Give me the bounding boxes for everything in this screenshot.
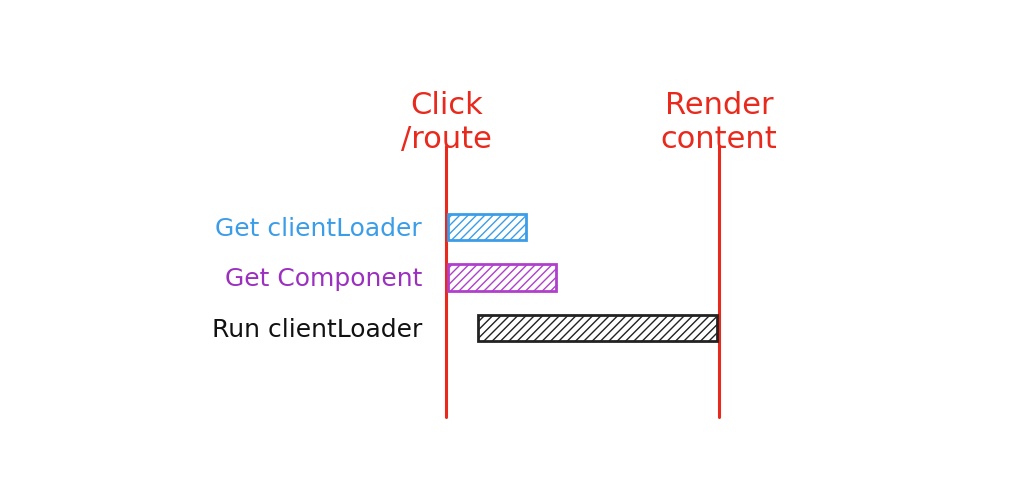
Bar xyxy=(478,315,717,341)
Bar xyxy=(448,214,526,240)
Bar xyxy=(448,265,556,291)
Text: Get clientLoader: Get clientLoader xyxy=(215,217,422,241)
Text: Render
content: Render content xyxy=(660,91,777,153)
Text: Run clientLoader: Run clientLoader xyxy=(212,317,422,342)
Text: Get Component: Get Component xyxy=(225,267,422,291)
Text: Click
/route: Click /route xyxy=(401,91,492,153)
